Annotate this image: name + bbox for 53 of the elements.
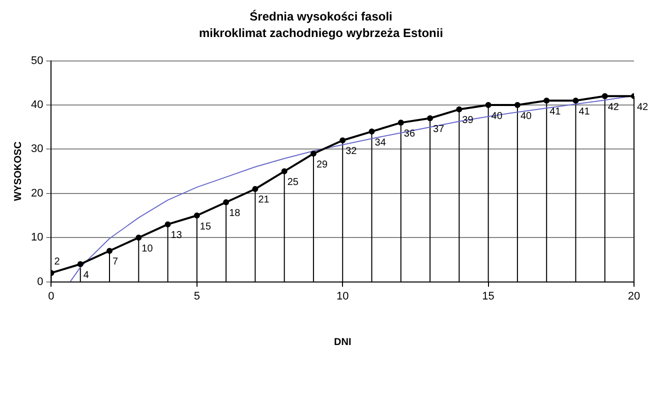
x-tick-label: 10	[336, 290, 349, 302]
point	[281, 168, 288, 174]
data-label: 42	[637, 102, 649, 113]
y-tick-label: 10	[30, 232, 44, 244]
point	[136, 234, 142, 241]
point	[77, 261, 84, 268]
x-axis-title: DNI	[334, 336, 352, 348]
data-label: 2	[54, 256, 60, 268]
y-tick-label: 50	[30, 54, 44, 67]
point	[485, 102, 492, 108]
data-label: 15	[200, 221, 212, 232]
y-tick-label: 30	[30, 143, 44, 156]
data-label: 37	[433, 124, 445, 136]
point	[223, 199, 230, 206]
data-label: 21	[258, 194, 270, 206]
data-label: 40	[520, 110, 532, 122]
point	[310, 150, 316, 157]
x-tick-label: 5	[194, 290, 200, 302]
point	[164, 221, 171, 228]
data-label: 36	[404, 128, 416, 140]
y-tick-label: 20	[30, 187, 44, 200]
data-label: 34	[374, 137, 386, 148]
data-label: 32	[346, 146, 358, 158]
point	[194, 212, 200, 218]
y-tick-label: 40	[30, 99, 44, 112]
point	[602, 93, 608, 100]
data-label: 41	[578, 106, 590, 118]
point	[106, 248, 113, 254]
data-label: 7	[112, 256, 119, 268]
data-label: 10	[142, 243, 154, 254]
point	[544, 98, 550, 104]
data-label: 4	[83, 270, 90, 281]
x-tick-label: 0	[48, 290, 54, 302]
chart-subtitle: mikroklimat zachodniego wybrzeża Estonii	[198, 26, 444, 40]
data-label: 42	[608, 102, 620, 113]
y-tick-label: 0	[37, 276, 44, 288]
point	[252, 186, 258, 192]
y-axis-title: WYSOKOSC	[12, 142, 24, 202]
data-label: 41	[550, 106, 562, 118]
point	[340, 137, 346, 144]
data-label: 25	[287, 177, 299, 188]
point	[398, 120, 404, 126]
chart-title: Średnia wysokości fasoli	[250, 10, 392, 24]
data-label: 18	[229, 208, 241, 219]
point	[368, 128, 375, 135]
point	[514, 102, 520, 108]
data-label: 29	[316, 159, 328, 170]
point	[572, 98, 579, 104]
x-tick-label: 20	[628, 290, 640, 302]
point	[427, 115, 434, 122]
x-tick-label: 15	[482, 290, 494, 302]
data-label: 13	[170, 230, 182, 242]
point	[456, 106, 462, 112]
